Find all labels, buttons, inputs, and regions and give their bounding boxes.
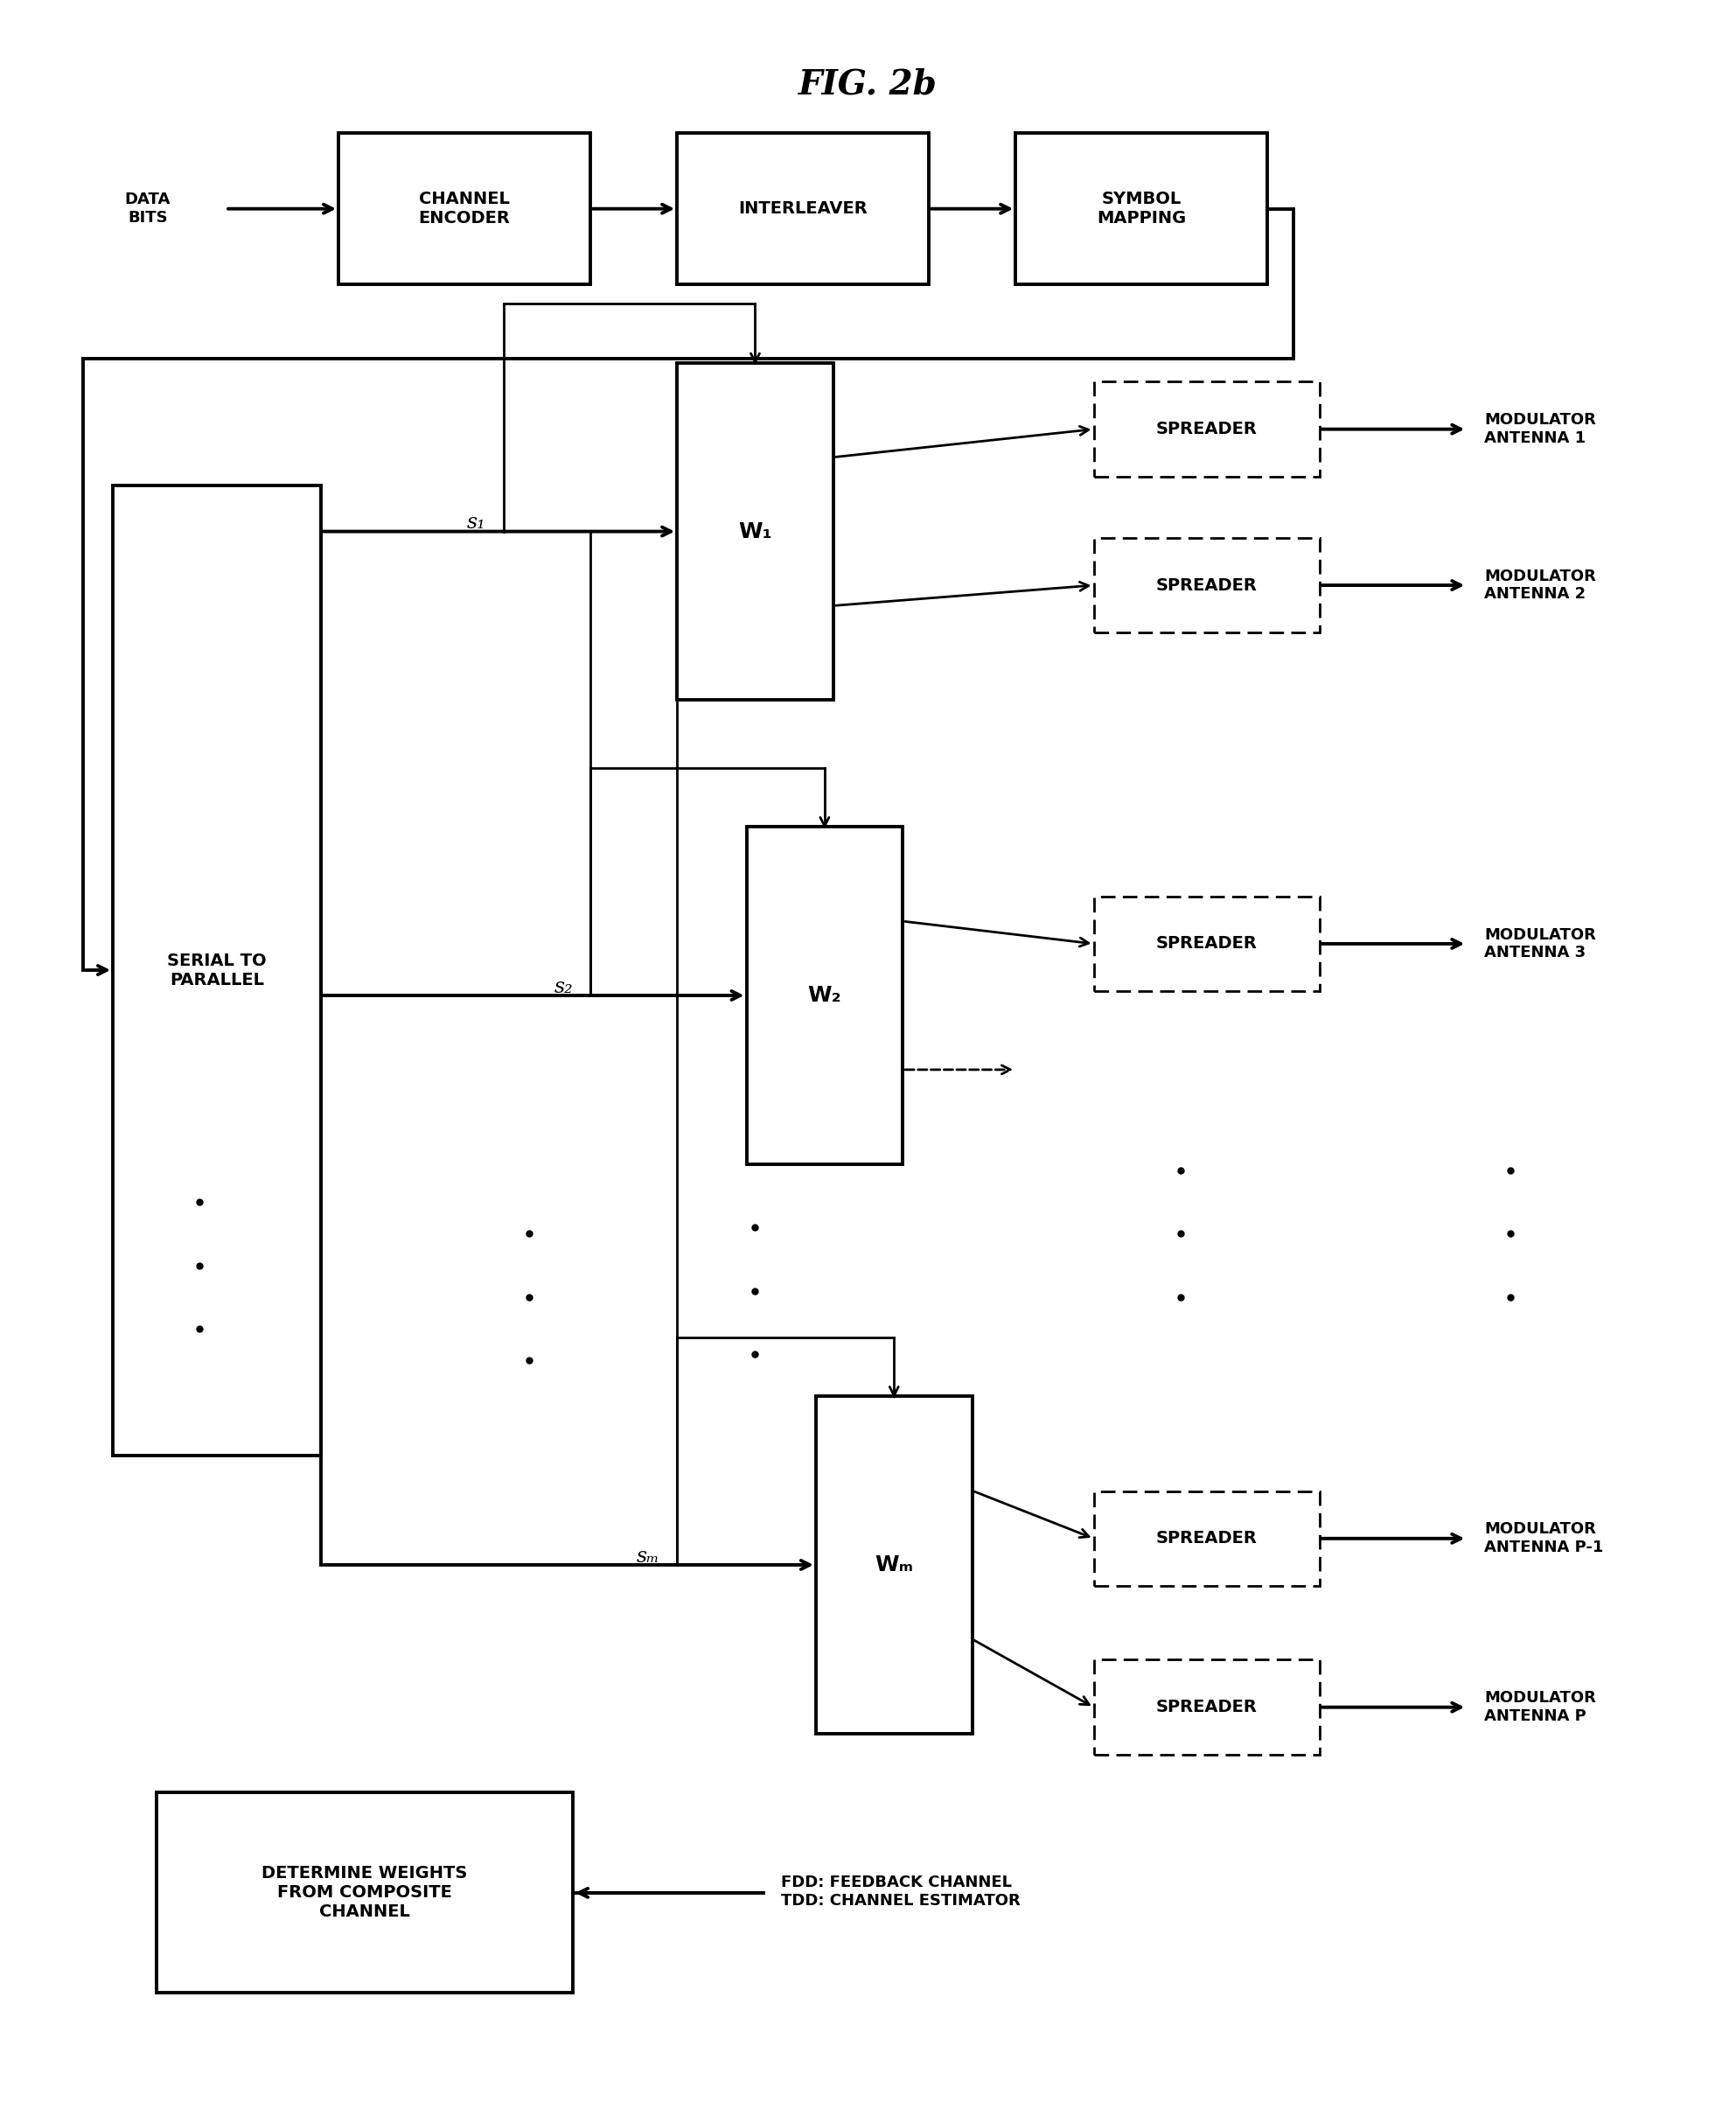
Text: s₁: s₁ [467,512,486,534]
Text: W₁: W₁ [738,521,773,542]
Text: FDD: FEEDBACK CHANNEL
TDD: CHANNEL ESTIMATOR: FDD: FEEDBACK CHANNEL TDD: CHANNEL ESTIM… [781,1875,1021,1909]
Bar [1094,538,1319,633]
Bar [816,1396,972,1734]
Text: DATA
BITS: DATA BITS [125,192,170,226]
Text: W₂: W₂ [807,985,842,1006]
Bar [746,827,903,1164]
Text: SERIAL TO
PARALLEL: SERIAL TO PARALLEL [167,951,267,989]
Text: CHANNEL
ENCODER: CHANNEL ENCODER [418,190,510,228]
Text: MODULATOR
ANTENNA 2: MODULATOR ANTENNA 2 [1484,567,1595,603]
Bar [113,485,321,1455]
Bar [677,133,929,285]
Text: MODULATOR
ANTENNA 3: MODULATOR ANTENNA 3 [1484,926,1595,962]
Bar [1094,896,1319,991]
Text: MODULATOR
ANTENNA P-1: MODULATOR ANTENNA P-1 [1484,1521,1604,1556]
Text: MODULATOR
ANTENNA 1: MODULATOR ANTENNA 1 [1484,411,1595,447]
Text: DETERMINE WEIGHTS
FROM COMPOSITE
CHANNEL: DETERMINE WEIGHTS FROM COMPOSITE CHANNEL [262,1864,467,1921]
Bar [1094,1660,1319,1755]
Bar [339,133,590,285]
Text: sₘ: sₘ [637,1546,660,1567]
Text: SYMBOL
MAPPING: SYMBOL MAPPING [1097,190,1186,228]
Text: Wₘ: Wₘ [875,1554,913,1575]
Bar [1016,133,1267,285]
Bar [1094,382,1319,477]
Text: SPREADER: SPREADER [1156,422,1257,437]
Bar [156,1793,573,1993]
Bar [1094,1491,1319,1586]
Text: s₂: s₂ [554,976,573,998]
Text: INTERLEAVER: INTERLEAVER [738,200,868,217]
Text: SPREADER: SPREADER [1156,1700,1257,1715]
Text: SPREADER: SPREADER [1156,1531,1257,1546]
Text: SPREADER: SPREADER [1156,936,1257,951]
Bar [677,363,833,700]
Text: FIG. 2b: FIG. 2b [799,67,937,101]
Text: SPREADER: SPREADER [1156,578,1257,593]
Text: MODULATOR
ANTENNA P: MODULATOR ANTENNA P [1484,1689,1595,1725]
